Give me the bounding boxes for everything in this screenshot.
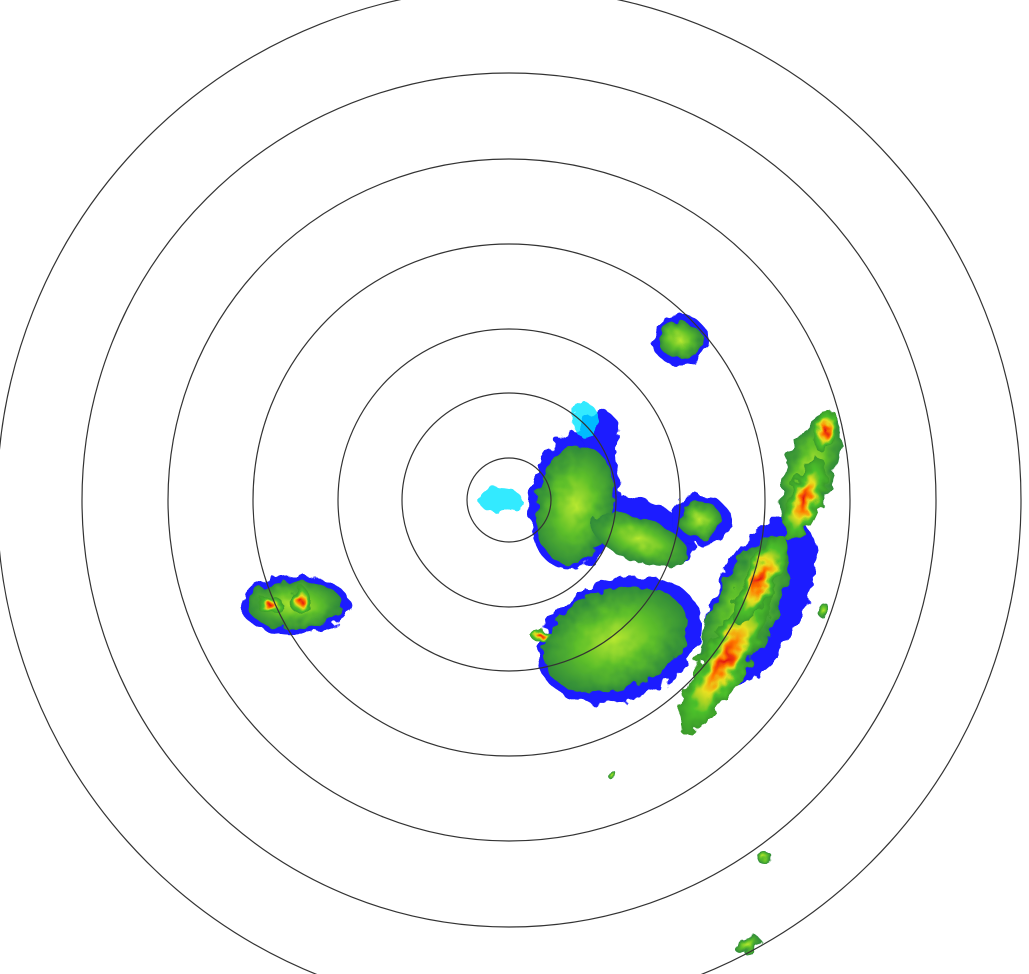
range-ring (252, 243, 766, 757)
echo-cell (536, 445, 614, 565)
echo-cell (592, 513, 688, 567)
range-ring (81, 72, 937, 928)
echo-cell (256, 597, 284, 613)
echo-cell (815, 604, 831, 616)
echo-cell (530, 629, 550, 641)
echo-cell (290, 586, 310, 614)
echo-cell (658, 322, 702, 358)
echo-cell (607, 771, 617, 779)
range-ring (337, 328, 681, 672)
echo-cell (732, 535, 788, 625)
echo-cell (573, 402, 597, 438)
echo-cell (542, 586, 688, 694)
echo-cell (478, 488, 522, 512)
range-ring (167, 158, 851, 842)
range-ring (401, 392, 617, 608)
precipitation-echoes (240, 315, 842, 954)
echo-cell (783, 457, 827, 543)
range-ring (466, 457, 552, 543)
echo-cell (678, 502, 722, 538)
echo-cell (678, 585, 772, 735)
echo-cell (813, 408, 837, 452)
echo-cell (757, 852, 773, 864)
